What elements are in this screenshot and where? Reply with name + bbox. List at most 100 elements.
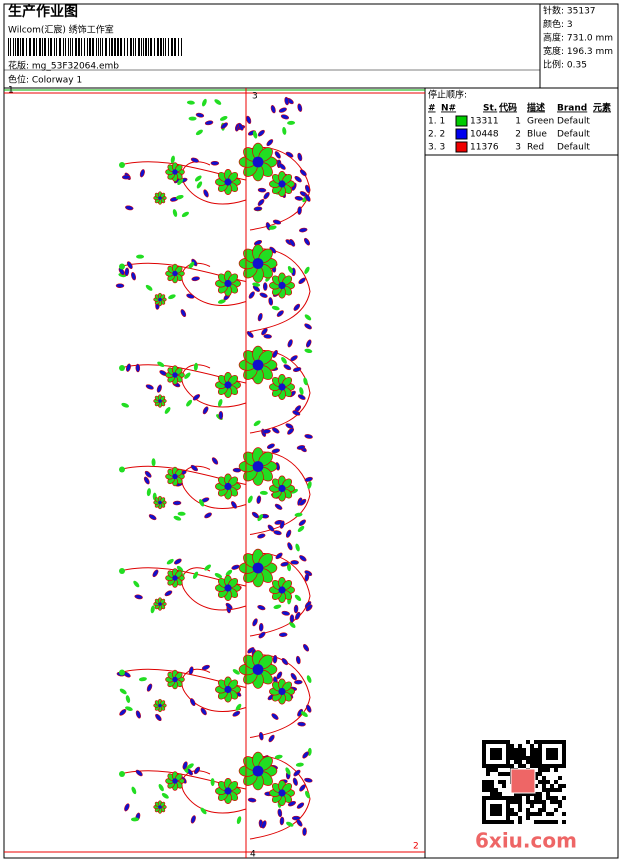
- leaf: [136, 254, 145, 259]
- stem: [181, 364, 247, 408]
- qr-cell: [518, 764, 522, 768]
- leaf: [274, 503, 283, 510]
- flower-center: [158, 399, 162, 403]
- leaf: [297, 152, 303, 162]
- bud: [119, 263, 125, 270]
- qr-cell: [518, 804, 522, 808]
- qr-cell: [502, 780, 506, 784]
- leaf: [295, 655, 301, 665]
- leaf: [257, 198, 265, 206]
- leaf: [285, 529, 292, 538]
- bar: [20, 38, 21, 56]
- qr-cell: [514, 812, 518, 816]
- leaf: [248, 291, 255, 299]
- leaf: [214, 99, 222, 105]
- flower-center: [158, 703, 162, 708]
- qr-cell: [494, 788, 498, 792]
- qr-cell: [554, 752, 558, 756]
- qr-cell: [514, 752, 518, 756]
- qr-cell: [534, 800, 538, 804]
- leaf: [286, 821, 294, 827]
- qr-cell: [518, 800, 522, 804]
- leaf: [304, 777, 313, 783]
- leaf: [172, 500, 182, 506]
- stops-table: # N# St. 代码 描述 Brand 元素1. 1 13311 1 Green Default2…: [428, 102, 611, 153]
- qr-cell: [530, 812, 534, 816]
- qr-cell: [546, 748, 550, 752]
- leaf: [305, 790, 310, 799]
- bar: [75, 38, 77, 56]
- qr-cell: [554, 748, 558, 752]
- leaf: [196, 181, 203, 189]
- flower-center: [252, 461, 264, 472]
- leaf: [281, 356, 287, 364]
- qr-cell: [558, 788, 562, 792]
- qr-cell: [522, 756, 526, 760]
- qr-cell: [510, 800, 514, 804]
- leaf: [202, 98, 207, 107]
- leaf: [298, 277, 306, 285]
- qr-cell: [482, 780, 486, 784]
- qr-cell: [562, 748, 566, 752]
- leaf: [276, 310, 284, 317]
- bar: [63, 38, 64, 56]
- bar: [68, 38, 69, 56]
- leaf: [296, 802, 305, 809]
- bar: [102, 38, 103, 56]
- bar: [89, 38, 91, 56]
- code: 2: [515, 130, 521, 140]
- qr-cell: [518, 752, 522, 756]
- qr-cell: [534, 772, 538, 776]
- leaf: [258, 623, 264, 632]
- leaf: [246, 331, 254, 338]
- leaf: [180, 309, 187, 318]
- qr-cell: [498, 740, 502, 744]
- qr-cell: [502, 764, 506, 768]
- leaf: [194, 175, 202, 182]
- bar: [26, 38, 27, 56]
- qr-cell: [506, 740, 510, 744]
- bar: [154, 38, 155, 56]
- leaf: [232, 710, 241, 717]
- qr-cell: [490, 764, 494, 768]
- leaf: [195, 112, 205, 118]
- column-header: 元素: [593, 102, 611, 114]
- flower-center: [172, 270, 178, 277]
- qr-cell: [526, 816, 530, 820]
- leaf: [306, 339, 312, 348]
- leaf: [294, 196, 304, 201]
- leaf: [188, 116, 197, 121]
- qr-cell: [482, 800, 486, 804]
- leaf: [294, 594, 302, 602]
- leaf: [190, 157, 199, 163]
- bar: [42, 38, 43, 56]
- qr-cell: [490, 808, 494, 812]
- row-index: 1. 1: [428, 117, 445, 127]
- qr-cell: [494, 764, 498, 768]
- leaf: [252, 130, 258, 139]
- qr-cell: [482, 784, 486, 788]
- leaf: [272, 219, 282, 225]
- description: Green: [527, 117, 554, 127]
- leaf: [148, 514, 157, 521]
- leaf: [164, 407, 171, 414]
- bar: [78, 38, 80, 56]
- qr-cell: [530, 764, 534, 768]
- stitches: 13311: [470, 117, 499, 127]
- qr-cell: [510, 756, 514, 760]
- leaf: [126, 261, 133, 269]
- bar: [98, 38, 99, 56]
- qr-cell: [542, 776, 546, 780]
- qr-cell: [510, 796, 514, 800]
- qr-cell: [530, 756, 534, 760]
- flower-center: [278, 687, 286, 696]
- design-file: 花版: mg_53F32064.emb: [8, 60, 119, 72]
- qr-cell: [562, 820, 566, 824]
- leaf: [303, 643, 310, 652]
- leaf: [305, 604, 313, 612]
- qr-cell: [522, 748, 526, 752]
- leaf: [297, 206, 302, 215]
- color-swatch: [455, 115, 468, 127]
- leaf: [272, 427, 280, 434]
